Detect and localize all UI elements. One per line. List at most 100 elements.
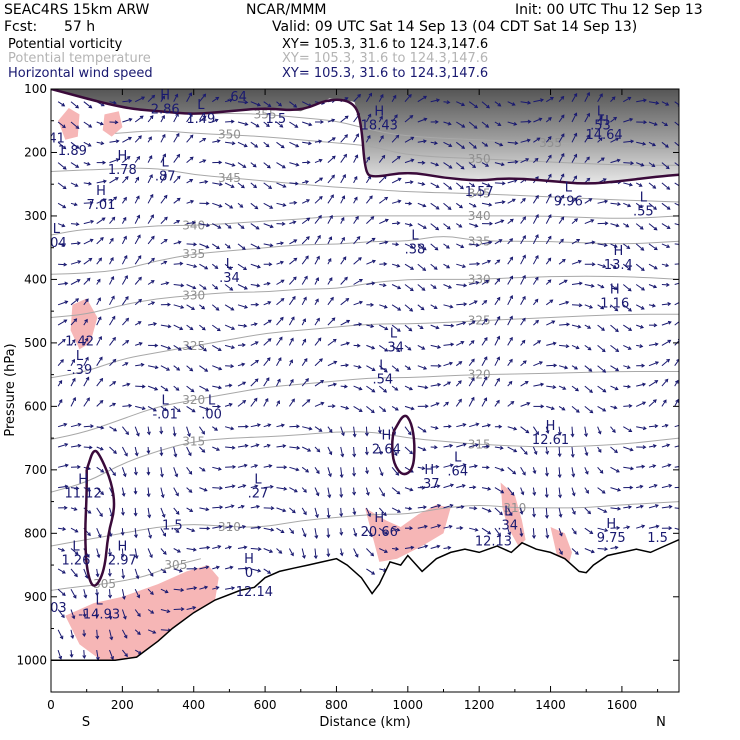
wind-arrowhead bbox=[139, 115, 144, 120]
wind-arrowhead bbox=[532, 513, 536, 518]
wind-arrowhead bbox=[339, 513, 344, 518]
wind-arrowhead bbox=[643, 120, 648, 125]
wind-vector bbox=[443, 402, 449, 407]
wind-vector bbox=[546, 320, 555, 326]
high-marker: H bbox=[117, 149, 127, 164]
wind-arrowhead bbox=[228, 402, 233, 407]
extremum-value: .34 bbox=[219, 271, 240, 286]
wind-arrowhead bbox=[639, 344, 644, 349]
wind-vector bbox=[276, 317, 284, 326]
plot-frame bbox=[50, 88, 680, 693]
high-marker: H bbox=[78, 473, 88, 488]
wind-arrowhead bbox=[365, 491, 370, 496]
wind-arrowhead bbox=[189, 179, 194, 183]
wind-arrowhead bbox=[448, 524, 453, 529]
terrain-line bbox=[51, 539, 679, 692]
wind-arrowhead bbox=[136, 195, 140, 200]
wind-vector bbox=[430, 223, 439, 231]
wind-vector bbox=[147, 629, 156, 634]
wind-vector bbox=[276, 182, 286, 188]
wind-arrowhead bbox=[218, 203, 223, 208]
wind-arrowhead bbox=[123, 196, 127, 201]
wind-vector bbox=[443, 343, 454, 346]
wind-arrowhead bbox=[668, 504, 673, 509]
wind-vector bbox=[404, 284, 414, 291]
wind-arrowhead bbox=[257, 568, 262, 573]
wind-vector bbox=[417, 304, 425, 310]
wind-arrowhead bbox=[653, 399, 657, 403]
wind-vector bbox=[661, 484, 672, 489]
wind-vector bbox=[661, 121, 668, 126]
wind-arrowhead bbox=[316, 470, 320, 475]
wind-arrowhead bbox=[85, 376, 90, 381]
wind-vector bbox=[456, 223, 462, 228]
wind-vector bbox=[134, 96, 145, 103]
wind-vector bbox=[83, 162, 90, 166]
wind-vector bbox=[661, 424, 668, 428]
wind-arrowhead bbox=[191, 408, 196, 413]
wind-arrowhead bbox=[381, 154, 386, 159]
wind-vector bbox=[263, 162, 271, 169]
wind-vector bbox=[147, 467, 150, 475]
wind-vector bbox=[532, 195, 539, 204]
wind-vector bbox=[212, 446, 220, 451]
wind-vector bbox=[558, 238, 564, 245]
wind-arrowhead bbox=[371, 345, 376, 350]
wind-vector bbox=[481, 279, 489, 285]
wind-vector bbox=[648, 399, 657, 407]
wind-arrowhead bbox=[558, 494, 562, 499]
wind-vector bbox=[314, 235, 321, 245]
wind-arrowhead bbox=[202, 137, 207, 142]
wind-arrowhead bbox=[282, 164, 286, 169]
wind-vector bbox=[70, 527, 78, 533]
wind-arrowhead bbox=[410, 158, 415, 163]
wind-arrowhead bbox=[397, 307, 402, 311]
wind-vector bbox=[134, 234, 141, 245]
wind-vector bbox=[327, 487, 331, 498]
wind-vector bbox=[545, 117, 552, 123]
wind-arrowhead bbox=[558, 513, 563, 518]
wind-arrowhead bbox=[303, 489, 307, 493]
wind-arrowhead bbox=[496, 356, 500, 361]
wind-vector bbox=[430, 426, 438, 429]
wind-vector bbox=[353, 301, 363, 306]
wind-arrowhead bbox=[352, 453, 357, 458]
wind-arrowhead bbox=[603, 509, 608, 513]
wind-vector bbox=[250, 548, 261, 550]
wind-arrowhead bbox=[396, 263, 401, 268]
wind-arrowhead bbox=[215, 586, 220, 590]
wind-vector bbox=[404, 263, 414, 270]
theta-contour-label: 305 bbox=[164, 558, 187, 572]
wind-vector bbox=[546, 299, 553, 306]
wind-vector bbox=[186, 385, 195, 392]
wind-vector bbox=[584, 156, 590, 163]
wind-arrowhead bbox=[371, 571, 376, 575]
wind-vector bbox=[160, 365, 170, 371]
wind-arrowhead bbox=[639, 484, 644, 489]
wind-arrowhead bbox=[257, 547, 262, 552]
wind-arrowhead bbox=[358, 257, 362, 261]
wind-arrowhead bbox=[612, 429, 616, 433]
wind-arrowhead bbox=[204, 180, 209, 184]
wind-vector bbox=[443, 141, 452, 147]
wind-vector bbox=[134, 321, 142, 326]
wind-vector bbox=[443, 444, 453, 448]
wind-arrowhead bbox=[154, 365, 159, 370]
wind-arrowhead bbox=[111, 216, 116, 221]
wind-arrowhead bbox=[628, 327, 633, 331]
wind-arrowhead bbox=[61, 592, 66, 597]
wind-vector bbox=[250, 341, 259, 346]
wind-arrowhead bbox=[548, 117, 552, 121]
wind-arrowhead bbox=[150, 214, 154, 219]
x-tick-label: 200 bbox=[111, 698, 134, 712]
wind-vector bbox=[533, 99, 544, 103]
wind-arrowhead bbox=[344, 97, 349, 101]
wind-arrowhead bbox=[487, 486, 492, 491]
wind-arrowhead bbox=[270, 506, 275, 511]
wind-arrowhead bbox=[545, 534, 550, 539]
wind-vector bbox=[199, 487, 207, 492]
wind-vector bbox=[481, 202, 492, 206]
wind-vector bbox=[237, 121, 248, 126]
wind-vector bbox=[417, 545, 428, 549]
wind-arrowhead bbox=[254, 484, 259, 489]
